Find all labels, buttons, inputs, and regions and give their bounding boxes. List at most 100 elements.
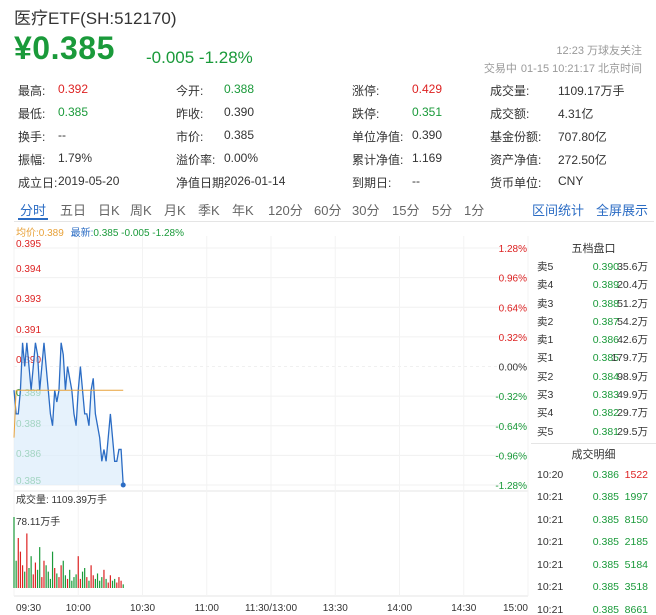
tab-3[interactable]: 周K	[130, 203, 152, 218]
volume-bar	[118, 577, 120, 588]
stat-cell: 成交额: 4.31亿	[490, 105, 593, 122]
volume-bar	[43, 560, 45, 588]
tab-1[interactable]: 五日	[60, 203, 87, 218]
order-level: 买3	[537, 389, 554, 402]
current-price: ¥0.385	[14, 30, 115, 66]
tab-6[interactable]: 年K	[232, 203, 254, 218]
stats-row: 最高: 0.392 今开: 0.388 涨停: 0.429 成交量: 1109.17万手	[18, 82, 648, 105]
order-price: 0.381	[592, 425, 619, 438]
pct-tick-label: 0.64%	[499, 303, 527, 314]
price-tick-label: 0.391	[16, 325, 41, 336]
range-stats-link[interactable]: 区间统计	[532, 203, 585, 218]
price-tick-label: 0.395	[16, 239, 41, 250]
volume-bar	[109, 575, 111, 588]
tab-2[interactable]: 日K	[98, 203, 120, 218]
intraday-chart[interactable]: 1.28% 0.96% 0.64% 0.32% 0.00% -0.32% -0.64% -0.…	[0, 236, 530, 615]
volume-bar	[86, 577, 88, 588]
chart-legend: 均价:0.389 最新:0.385 -0.005 -1.28%	[16, 224, 184, 239]
order-level: 卖5	[537, 261, 554, 273]
price-tick-label: 0.393	[16, 294, 41, 305]
volume-bar	[24, 571, 26, 588]
trades-title: 成交明细	[571, 448, 616, 461]
price-change: -0.005 -1.28%	[146, 48, 253, 67]
volume-bar	[56, 573, 58, 588]
fullscreen-link[interactable]: 全屏展示	[596, 203, 649, 218]
trade-row: 10:21 0.385 5184	[531, 554, 656, 577]
tab-5[interactable]: 季K	[198, 203, 220, 218]
stat-label: 最高:	[18, 84, 46, 98]
volume-bar	[45, 565, 47, 588]
volume-bar	[36, 569, 39, 588]
stats-row: 换手: -- 市价: 0.385 单位净值: 0.390 基金份额: 707.80亿	[18, 128, 648, 151]
volume-bar	[34, 562, 37, 588]
order-level: 买5	[537, 425, 554, 438]
volume-bar	[88, 580, 90, 588]
stat-label: 净值日期:	[176, 176, 228, 190]
stat-value: CNY	[558, 174, 584, 188]
tab-0[interactable]: 分时	[20, 203, 47, 218]
volume-bar	[116, 582, 118, 588]
stat-cell: 单位净值: 0.390	[352, 128, 442, 145]
order-level: 卖1	[537, 334, 554, 347]
stat-label: 换手:	[18, 130, 46, 144]
tab-10[interactable]: 15分	[392, 203, 420, 218]
stat-label: 基金份额:	[490, 130, 542, 144]
trade-row: 10:21 0.385 3518	[531, 576, 656, 599]
tab-11[interactable]: 5分	[432, 203, 453, 218]
pct-tick-label: 0.96%	[499, 274, 527, 285]
order-book-title: 五档盘口	[571, 243, 616, 255]
trading-time: 01-15 10:21:17 北京时间	[520, 63, 642, 75]
order-book-row: 买1 0.385 179.7万	[531, 349, 656, 367]
stat-value: 2019-05-20	[58, 174, 120, 188]
order-level: 卖4	[537, 279, 554, 292]
stat-value: 707.80亿	[558, 130, 607, 144]
pct-tick-label: -0.32%	[495, 392, 527, 403]
trade-row: 10:21 0.385 2185	[531, 531, 656, 554]
trade-price: 0.385	[592, 558, 619, 571]
order-book-row: 买2 0.384 98.9万	[531, 368, 656, 386]
stat-cell: 货币单位: CNY	[490, 174, 583, 191]
stats-row: 振幅: 1.79% 溢价率: 0.00% 累计净值: 1.169 资产净值: 272.50亿	[18, 151, 648, 174]
follower-info[interactable]: 12:23 万球友关注	[556, 45, 642, 57]
volume-bar	[60, 565, 62, 588]
volume-bar	[17, 538, 19, 588]
stat-label: 单位净值:	[352, 130, 404, 144]
volume-bar	[28, 568, 30, 588]
volume-bar	[90, 565, 92, 588]
chart-tab-bar: 区间统计 全屏展示 分时 五日 日K 周K 月K 季K 年K 120分 60分 30分 15分 5分 1…	[14, 196, 654, 222]
time-tick-label: 11:30/13:00	[245, 603, 298, 614]
avg-price-line-start	[13, 390, 17, 438]
tab-8[interactable]: 60分	[314, 203, 342, 218]
volume-label: 成交量: 1109.39万手	[16, 493, 107, 506]
trade-volume: 5184	[624, 558, 648, 571]
order-price: 0.383	[592, 389, 619, 402]
stat-value: --	[58, 128, 66, 142]
volume-bar	[79, 578, 81, 588]
volume-bar	[84, 568, 86, 588]
stat-value: 0.390	[224, 105, 255, 119]
volume-bar	[73, 577, 75, 588]
order-level: 买1	[537, 352, 554, 365]
order-level: 买2	[537, 370, 554, 383]
tab-9[interactable]: 30分	[352, 203, 380, 218]
tab-4[interactable]: 月K	[164, 203, 186, 218]
volume-bar	[107, 582, 109, 588]
stat-cell: 资产净值: 272.50亿	[490, 151, 607, 168]
stat-label: 振幅:	[18, 153, 46, 167]
pct-tick-label: 0.32%	[499, 333, 527, 344]
trade-row: 10:21 0.385 8661	[531, 599, 656, 615]
time-tick-label: 13:30	[323, 603, 348, 614]
stat-label: 今开:	[176, 84, 204, 98]
order-volume: 49.9万	[617, 389, 648, 402]
trade-time: 10:21	[537, 558, 564, 571]
tab-7[interactable]: 120分	[268, 203, 303, 218]
order-volume: 54.2万	[617, 315, 648, 328]
stat-cell: 净值日期: 2026-01-14	[176, 174, 285, 191]
trade-price: 0.385	[592, 603, 619, 615]
volume-max-label: 78.11万手	[16, 515, 60, 528]
latest-value: 0.385 -0.005 -1.28%	[93, 228, 184, 239]
order-book-row: 卖1 0.386 42.6万	[531, 331, 656, 349]
quote-stats: 最高: 0.392 今开: 0.388 涨停: 0.429 成交量: 1109.17万手 最低:…	[18, 82, 648, 197]
order-volume: 20.4万	[617, 279, 648, 292]
tab-12[interactable]: 1分	[464, 203, 485, 218]
